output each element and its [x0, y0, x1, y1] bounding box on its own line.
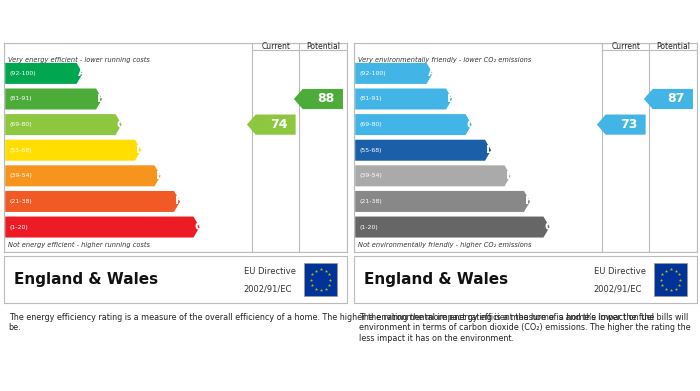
- Bar: [304, 263, 337, 296]
- Text: (55-68): (55-68): [10, 148, 32, 153]
- Text: England & Wales: England & Wales: [364, 272, 508, 287]
- Text: D: D: [136, 145, 146, 155]
- Polygon shape: [5, 63, 83, 84]
- Text: F: F: [525, 196, 533, 206]
- Polygon shape: [5, 217, 199, 238]
- Text: The environmental impact rating is a measure of a home's impact on the environme: The environmental impact rating is a mea…: [358, 313, 690, 343]
- Text: E: E: [156, 171, 164, 181]
- Polygon shape: [597, 115, 645, 135]
- Text: (55-68): (55-68): [360, 148, 382, 153]
- Text: Not energy efficient - higher running costs: Not energy efficient - higher running co…: [8, 242, 150, 248]
- Text: The energy efficiency rating is a measure of the overall efficiency of a home. T: The energy efficiency rating is a measur…: [8, 313, 688, 332]
- Text: Very environmentally friendly - lower CO₂ emissions: Very environmentally friendly - lower CO…: [358, 57, 531, 63]
- Text: 88: 88: [317, 93, 335, 106]
- Polygon shape: [355, 63, 433, 84]
- Polygon shape: [5, 191, 180, 212]
- Polygon shape: [355, 88, 452, 109]
- Polygon shape: [247, 115, 295, 135]
- Text: (81-91): (81-91): [10, 97, 32, 102]
- Text: (1-20): (1-20): [10, 224, 29, 230]
- Text: 73: 73: [620, 118, 638, 131]
- Text: Not environmentally friendly - higher CO₂ emissions: Not environmentally friendly - higher CO…: [358, 242, 531, 248]
- Text: England & Wales: England & Wales: [14, 272, 158, 287]
- Text: Potential: Potential: [656, 42, 690, 51]
- Text: 2002/91/EC: 2002/91/EC: [244, 284, 292, 294]
- Text: Energy Efficiency Rating: Energy Efficiency Rating: [12, 17, 174, 30]
- Polygon shape: [5, 140, 141, 161]
- Text: 87: 87: [667, 93, 685, 106]
- Text: (21-38): (21-38): [10, 199, 32, 204]
- Polygon shape: [294, 89, 343, 109]
- Text: 74: 74: [270, 118, 288, 131]
- Text: B: B: [447, 94, 456, 104]
- Polygon shape: [355, 191, 530, 212]
- Polygon shape: [5, 165, 161, 187]
- Text: Current: Current: [611, 42, 640, 51]
- Text: EU Directive: EU Directive: [594, 267, 645, 276]
- Bar: [654, 263, 687, 296]
- Text: Environmental Impact (CO₂) Rating: Environmental Impact (CO₂) Rating: [362, 17, 594, 30]
- Text: C: C: [467, 120, 475, 129]
- Polygon shape: [355, 114, 472, 135]
- Text: (69-80): (69-80): [10, 122, 32, 127]
- Text: B: B: [97, 94, 106, 104]
- Polygon shape: [355, 165, 511, 187]
- Polygon shape: [355, 140, 491, 161]
- Text: (92-100): (92-100): [10, 71, 36, 76]
- Text: E: E: [506, 171, 514, 181]
- Text: (39-54): (39-54): [10, 173, 32, 178]
- Text: EU Directive: EU Directive: [244, 267, 295, 276]
- Text: A: A: [78, 68, 87, 78]
- Text: C: C: [117, 120, 125, 129]
- Text: (92-100): (92-100): [360, 71, 386, 76]
- Text: F: F: [175, 196, 183, 206]
- Polygon shape: [5, 114, 122, 135]
- Text: (1-20): (1-20): [360, 224, 379, 230]
- Text: G: G: [195, 222, 204, 232]
- Text: D: D: [486, 145, 496, 155]
- Text: (21-38): (21-38): [360, 199, 382, 204]
- Text: A: A: [428, 68, 437, 78]
- Polygon shape: [355, 217, 550, 238]
- Text: Very energy efficient - lower running costs: Very energy efficient - lower running co…: [8, 57, 150, 63]
- Text: G: G: [545, 222, 554, 232]
- Text: Current: Current: [261, 42, 290, 51]
- Text: Potential: Potential: [306, 42, 340, 51]
- Polygon shape: [5, 88, 102, 109]
- Text: (39-54): (39-54): [360, 173, 382, 178]
- Text: (81-91): (81-91): [360, 97, 382, 102]
- Text: 2002/91/EC: 2002/91/EC: [594, 284, 642, 294]
- Polygon shape: [644, 89, 693, 109]
- Text: (69-80): (69-80): [360, 122, 382, 127]
